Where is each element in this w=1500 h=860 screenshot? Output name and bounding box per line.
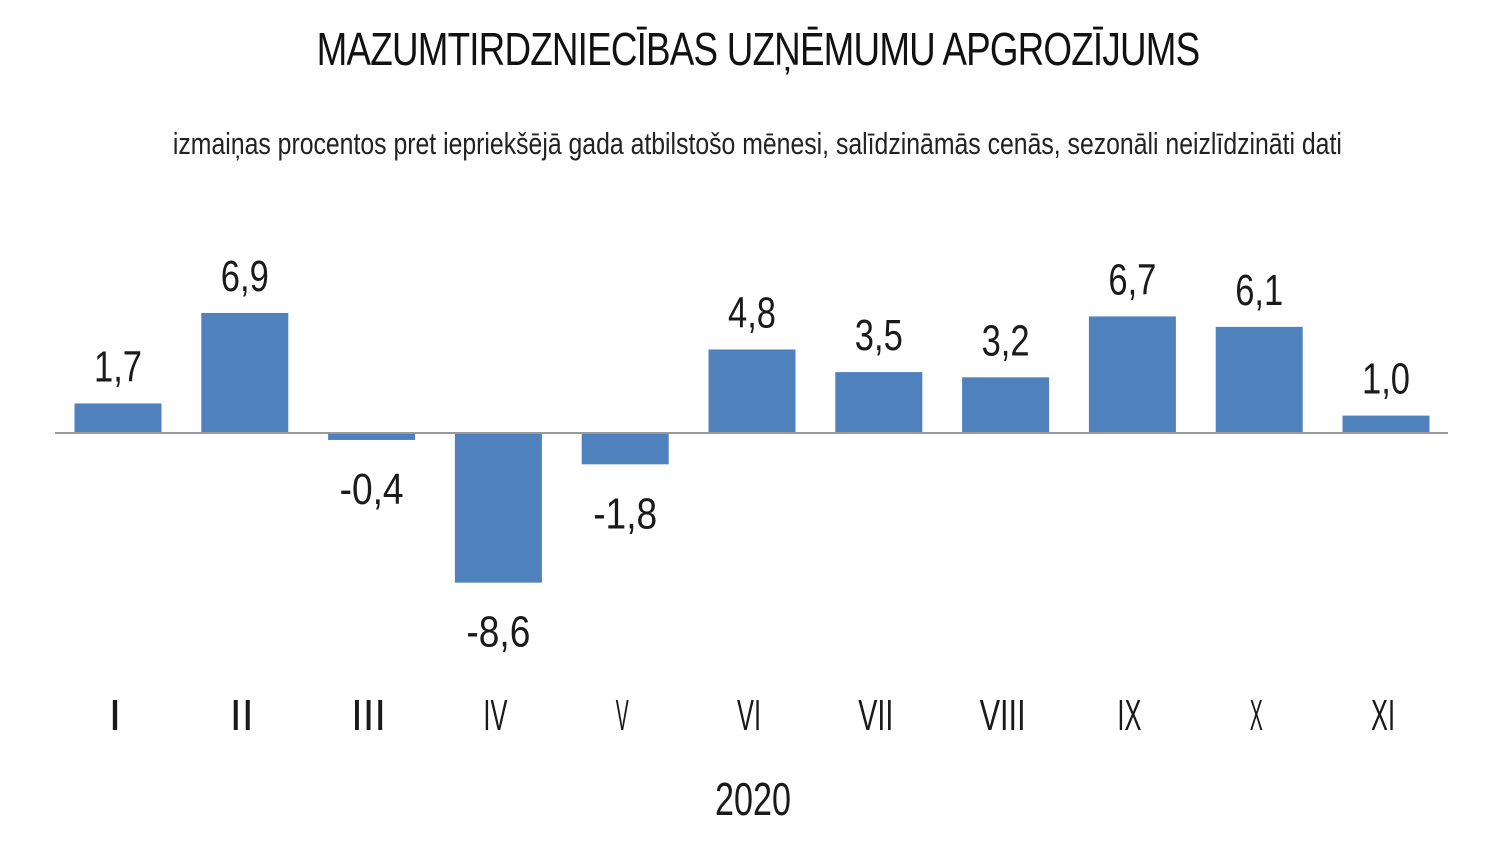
- x-axis-label: 2020: [715, 773, 791, 825]
- chart-subtitle: izmaiņas procentos pret iepriekšējā gada…: [172, 126, 1342, 161]
- value-label-III: -0,4: [340, 465, 404, 514]
- bar-II: [201, 312, 289, 433]
- bar-IX: [1088, 316, 1176, 433]
- chart-title: MAZUMTIRDZNIECĪBAS UZŅĒMUMU APGROZĪJUMS: [316, 23, 1200, 75]
- value-label-II: 6,9: [221, 252, 269, 301]
- x-tick-label-IV: IV: [483, 691, 507, 740]
- x-tick-label-VII: VII: [858, 691, 893, 740]
- x-tick-label-III: III: [351, 691, 386, 740]
- value-label-XI: 1,0: [1362, 355, 1410, 404]
- bar-V: [581, 433, 669, 465]
- bar-XI: [1342, 415, 1430, 433]
- x-tick-label-XI: XI: [1371, 691, 1395, 740]
- x-tick-label-II: II: [230, 691, 254, 740]
- x-tick-label-VIII: VIII: [980, 691, 1026, 740]
- value-label-I: 1,7: [94, 342, 142, 391]
- x-tick-label-VI: VI: [737, 691, 761, 740]
- bar-VIII: [962, 377, 1050, 433]
- x-tick-label-X: X: [1250, 691, 1263, 740]
- value-label-VI: 4,8: [728, 288, 776, 337]
- bars-layer: [74, 312, 1430, 583]
- bar-X: [1215, 326, 1303, 433]
- value-label-VII: 3,5: [855, 311, 903, 360]
- x-tick-label-V: V: [616, 691, 629, 740]
- bar-I: [74, 403, 162, 433]
- x-tick-label-IX: IX: [1117, 691, 1141, 740]
- x-tick-label-I: I: [109, 691, 122, 740]
- bar-IV: [454, 433, 542, 583]
- bar-VII: [835, 372, 923, 433]
- bar-VI: [708, 349, 796, 433]
- value-labels-layer: 1,7 6,9 -0,4 -8,6 -1,8 4,8 3,5 3,2 6,7 6,1 1,0: [94, 252, 1410, 657]
- value-label-IV: -8,6: [466, 608, 530, 657]
- value-label-X: 6,1: [1235, 266, 1283, 315]
- value-label-VIII: 3,2: [982, 316, 1030, 365]
- value-label-IX: 6,7: [1108, 255, 1156, 304]
- bar-III: [328, 433, 416, 440]
- x-tick-labels-layer: I II III IV V VI VII VIII IX X XI: [109, 691, 1396, 740]
- value-label-V: -1,8: [593, 489, 657, 538]
